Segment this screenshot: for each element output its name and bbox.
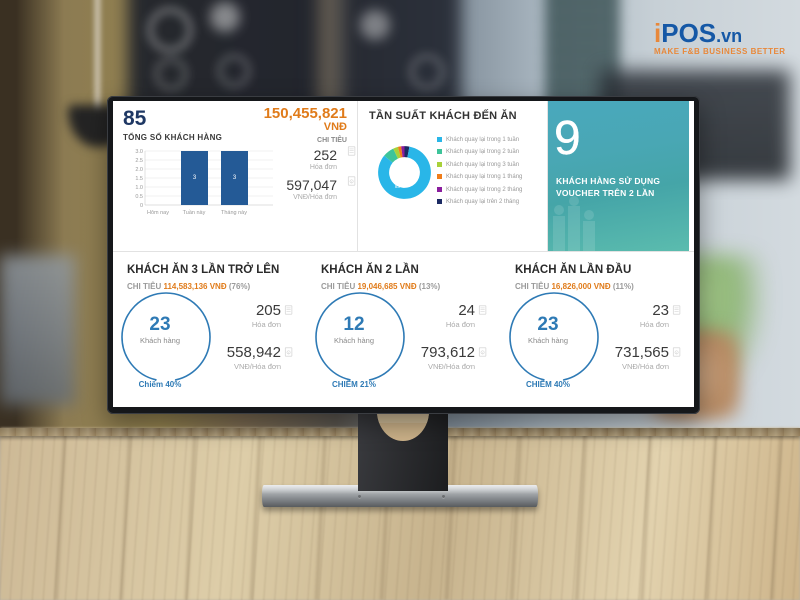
svg-text:0: 0 (140, 203, 143, 209)
svg-text:1.0: 1.0 (135, 185, 143, 191)
svg-text:đ: đ (676, 351, 678, 354)
svg-text:đ: đ (482, 351, 484, 354)
svg-text:2.0: 2.0 (135, 167, 143, 173)
svg-text:đ: đ (351, 180, 353, 183)
svg-text:2.5: 2.5 (135, 158, 143, 164)
svg-text:3.0: 3.0 (135, 149, 143, 155)
svg-text:1.5: 1.5 (135, 176, 143, 182)
svg-text:Tuần này: Tuần này (183, 210, 206, 216)
svg-text:Tháng này: Tháng này (221, 210, 247, 216)
svg-text:83: 83 (395, 184, 400, 189)
svg-text:Hôm nay: Hôm nay (147, 210, 169, 216)
svg-text:đ: đ (288, 351, 290, 354)
svg-text:0.5: 0.5 (135, 194, 143, 200)
